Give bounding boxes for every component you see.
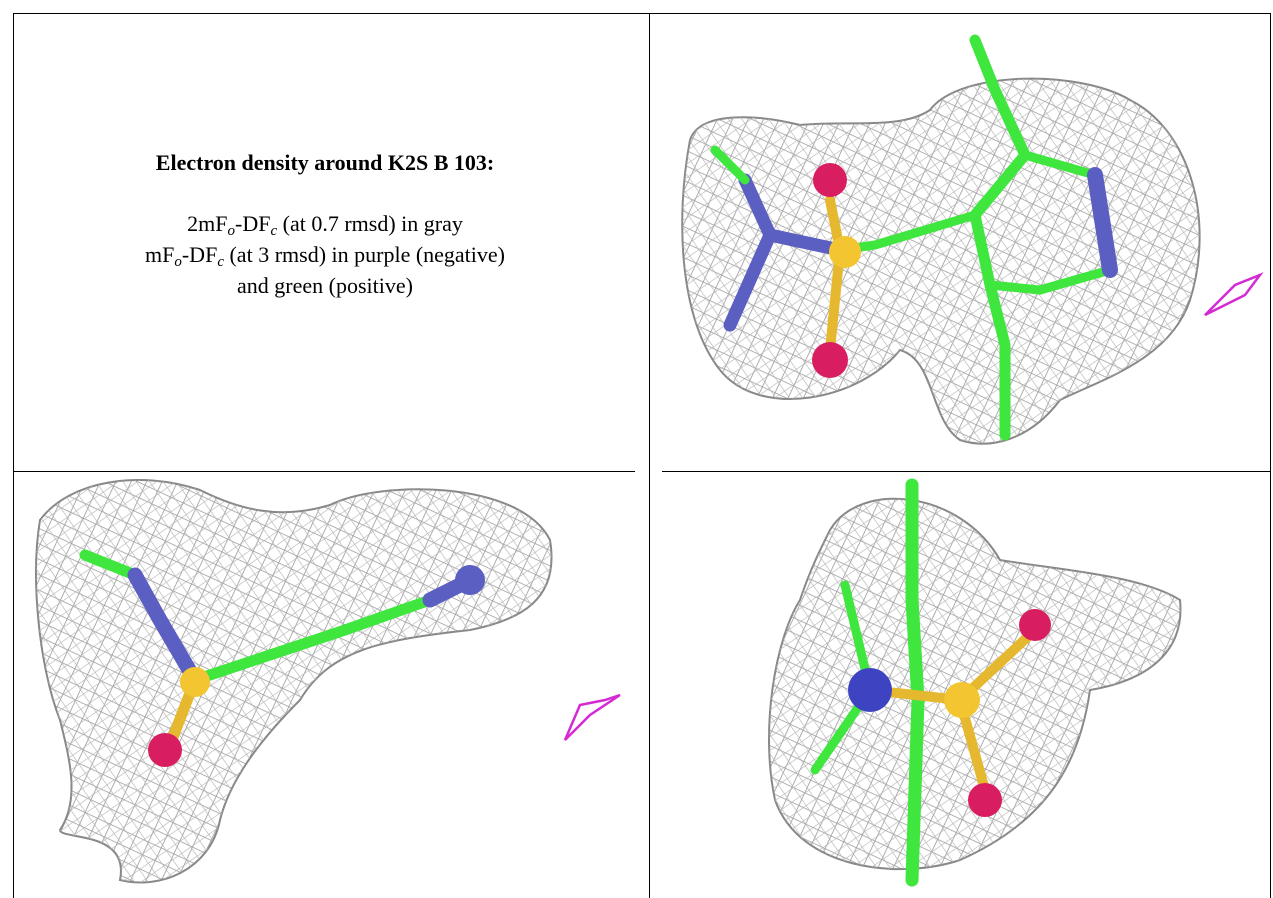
text: mF: [145, 242, 175, 267]
legend-line: 2mFo-DFc (at 0.7 rmsd) in gray: [30, 208, 620, 239]
table-borders: [13, 13, 1271, 898]
legend-line: and green (positive): [237, 273, 413, 298]
legend-line: mFo-DFc (at 3 rmsd) in purple (negative): [30, 239, 620, 270]
text: -DF: [181, 242, 218, 267]
text: (at 0.7 rmsd) in gray: [277, 211, 463, 236]
text: -DF: [235, 211, 271, 236]
subscript: o: [174, 254, 182, 270]
title: Electron density around K2S B 103:: [155, 150, 495, 175]
legend: 2mFo-DFc (at 0.7 rmsd) in gray mFo-DFc (…: [30, 208, 620, 301]
density-view-2: [35, 479, 621, 884]
density-view-3: [768, 478, 1182, 887]
subscript: o: [227, 223, 236, 239]
subscript: c: [217, 254, 224, 270]
text: (at 3 rmsd) in purple (negative): [223, 242, 505, 267]
text: 2mF: [187, 211, 228, 236]
density-view-1: [681, 34, 1264, 445]
subscript: c: [270, 223, 278, 239]
